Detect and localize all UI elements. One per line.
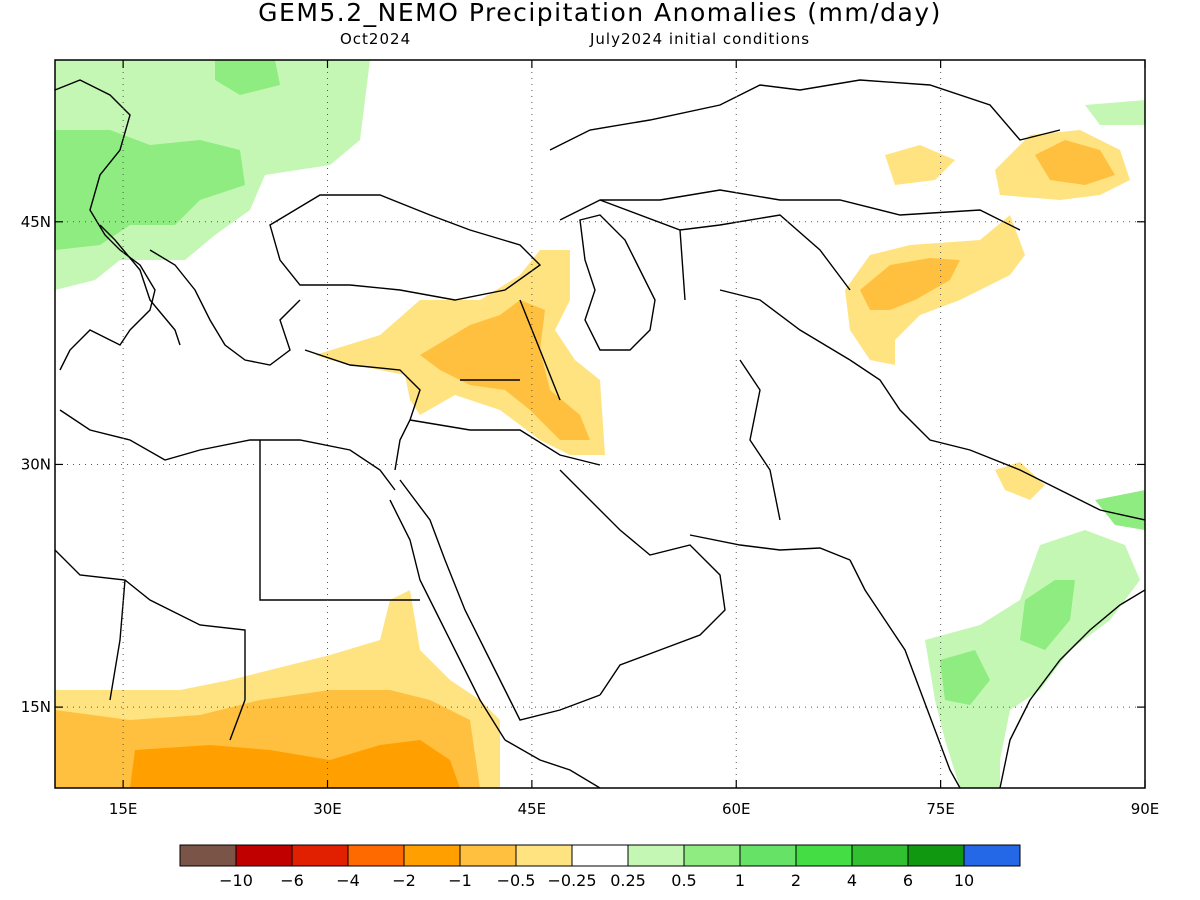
colorbar-label: −2 bbox=[392, 871, 416, 890]
wet-region-siberia bbox=[1085, 100, 1145, 125]
wet-region-europe-core bbox=[55, 130, 245, 250]
dry-region-kazakh bbox=[885, 145, 955, 185]
coastline-iran-pakistan bbox=[689, 534, 851, 561]
lon-tick-label: 30E bbox=[313, 800, 342, 818]
lon-tick-label: 60E bbox=[722, 800, 751, 818]
gridlines bbox=[55, 60, 1145, 788]
dry-region-nepal bbox=[995, 462, 1045, 500]
map-frame bbox=[54, 59, 1146, 789]
dry-region-central-asia-core bbox=[860, 258, 960, 310]
colorbar-label: 1 bbox=[735, 871, 745, 890]
lat-tick-label: 15N bbox=[21, 698, 51, 716]
chart-title: GEM5.2_NEMO Precipitation Anomalies (mm/… bbox=[258, 0, 942, 27]
lat-tick-label: 45N bbox=[21, 213, 51, 231]
coastline-india-east bbox=[999, 589, 1145, 788]
coastline-india bbox=[849, 559, 961, 788]
coastline-north-africa bbox=[59, 409, 396, 491]
colorbar-swatch bbox=[963, 844, 1021, 867]
lon-tick-label: 90E bbox=[1131, 800, 1160, 818]
colorbar-label: −0.5 bbox=[497, 871, 536, 890]
colorbar-swatch bbox=[291, 844, 349, 867]
colorbar: −10 −6 −4 −2 −1 −0.5 −0.25 0.25 0.5 1 2 4 6 10 bbox=[179, 844, 1021, 890]
dry-region-mongolia-core bbox=[1035, 140, 1115, 185]
dry-region-central-asia bbox=[845, 215, 1025, 365]
colorbar-swatch bbox=[515, 844, 573, 867]
wet-region-india-east bbox=[1020, 580, 1075, 650]
colorbar-label: 10 bbox=[954, 871, 974, 890]
colorbar-swatch bbox=[851, 844, 909, 867]
border-africa bbox=[55, 440, 420, 741]
border-south-asia bbox=[739, 359, 1145, 521]
colorbar-swatch bbox=[907, 844, 965, 867]
colorbar-swatch bbox=[179, 844, 237, 867]
colorbar-swatch bbox=[459, 844, 517, 867]
colorbar-label: −1 bbox=[448, 871, 472, 890]
wet-region-india bbox=[925, 530, 1140, 788]
wet-region-burma bbox=[1095, 490, 1145, 530]
coastline-horn-of-africa bbox=[504, 739, 601, 788]
coastline-black-sea bbox=[269, 194, 542, 301]
initial-conditions: July2024 initial conditions bbox=[590, 30, 811, 48]
colorbar-label: 2 bbox=[791, 871, 801, 890]
border-kazakh-south bbox=[600, 189, 1021, 231]
wet-region-scandinavia bbox=[215, 60, 280, 95]
anomaly-shading bbox=[55, 60, 1145, 788]
colorbar-swatch bbox=[795, 844, 853, 867]
border-central-asia bbox=[559, 199, 851, 361]
colorbar-label: −0.25 bbox=[547, 871, 596, 890]
coastline-red-sea-west bbox=[389, 499, 506, 741]
colorbar-label: −10 bbox=[219, 871, 253, 890]
colorbar-swatch bbox=[571, 844, 629, 867]
border-north bbox=[549, 79, 1061, 151]
coastline-persian-gulf bbox=[559, 469, 726, 696]
coastline-italy bbox=[99, 224, 181, 346]
coastline-caspian-sea bbox=[579, 214, 656, 351]
colorbar-swatch bbox=[739, 844, 797, 867]
forecast-month: Oct2024 bbox=[340, 30, 412, 48]
colorbar-label: 0.25 bbox=[610, 871, 646, 890]
lon-tick-label: 15E bbox=[109, 800, 138, 818]
colorbar-label: 6 bbox=[903, 871, 913, 890]
coastlines-and-borders bbox=[55, 79, 1145, 788]
border-middle-east bbox=[409, 299, 601, 466]
colorbar-swatch bbox=[347, 844, 405, 867]
colorbar-swatch bbox=[403, 844, 461, 867]
lat-tick-label: 30N bbox=[21, 455, 51, 473]
colorbar-label: 4 bbox=[847, 871, 857, 890]
lon-tick-label: 45E bbox=[518, 800, 547, 818]
coastline-balkans-greece bbox=[149, 249, 301, 366]
colorbar-label: −6 bbox=[280, 871, 304, 890]
dry-region-iraq bbox=[420, 300, 590, 440]
colorbar-label: 0.5 bbox=[671, 871, 696, 890]
axis-ticks: 15E 30E 45E 60E 75E 90E 45N 30N 15N bbox=[21, 60, 1160, 818]
colorbar-swatch bbox=[683, 844, 741, 867]
colorbar-swatch bbox=[627, 844, 685, 867]
coastline-red-sea-east bbox=[399, 479, 601, 721]
dry-region-sahel-strong bbox=[130, 740, 460, 788]
wet-region-india-core bbox=[940, 650, 990, 705]
colorbar-swatch bbox=[235, 844, 293, 867]
colorbar-label: −4 bbox=[336, 871, 360, 890]
lon-tick-label: 75E bbox=[926, 800, 955, 818]
coastline-turkey-levant bbox=[304, 349, 421, 471]
